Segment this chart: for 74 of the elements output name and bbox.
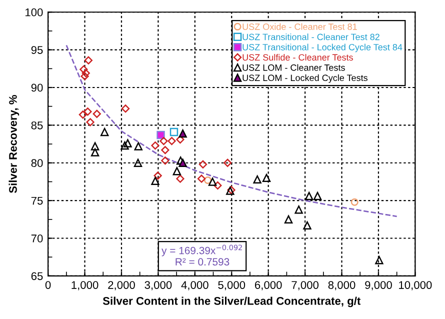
point: [134, 142, 142, 150]
point: [161, 156, 170, 165]
point: [90, 142, 100, 150]
x-axis-title: Silver Content in the Silver/Lead Concentrate, g/t: [102, 296, 361, 308]
point: [168, 136, 176, 146]
x-tick-label: 7,000: [292, 281, 319, 290]
y-tick-label: 95: [31, 46, 43, 54]
y-tick-label: 70: [31, 234, 43, 242]
y-tick-label: 75: [31, 196, 43, 205]
point: [134, 158, 142, 167]
point: [214, 181, 222, 190]
x-tick-label: 4,000: [181, 281, 208, 290]
point: [197, 174, 206, 183]
point: [124, 139, 132, 148]
y-axis-title: Silver Recovery, %: [8, 95, 20, 194]
point: [80, 72, 89, 80]
legend-label: USZ LOM - Cleaner Tests: [242, 64, 345, 71]
point: [90, 148, 100, 156]
point: [304, 192, 314, 200]
annotation: y = 169.39x$^{−0.092}$: [162, 244, 242, 256]
y-tick-label: 65: [31, 272, 43, 280]
point: [284, 215, 293, 224]
x-tick-label: 2,000: [108, 281, 135, 290]
legend-label: USZ Sulfide - Cleaner Tests: [242, 54, 353, 61]
point: [170, 128, 178, 136]
point: [84, 56, 93, 64]
point: [253, 175, 262, 184]
point: [375, 256, 384, 264]
x-tick-label: 10,000: [399, 281, 432, 290]
point: [161, 146, 170, 154]
y-tick-label: 85: [31, 121, 43, 130]
annotation: R² = 0.7593: [176, 258, 230, 266]
point: [160, 136, 168, 146]
point: [120, 141, 129, 150]
point: [86, 118, 94, 126]
x-tick-label: 9,000: [365, 281, 392, 290]
x-tick-label: 5,000: [218, 281, 246, 290]
point: [92, 110, 101, 118]
point: [154, 172, 162, 180]
x-tick-label: 0: [45, 281, 51, 289]
point: [176, 174, 184, 183]
point: [151, 141, 160, 150]
legend-label: USZ Transitional - Cleaner Test 82: [242, 34, 380, 40]
legend-label: USZ LOM - Locked Cycle Tests: [242, 74, 368, 83]
point: [313, 192, 322, 200]
point: [178, 158, 187, 167]
point: [80, 65, 88, 74]
point: [208, 178, 217, 186]
point: [303, 221, 312, 230]
y-tick-label: 80: [31, 159, 43, 168]
point: [78, 110, 87, 119]
point: [350, 198, 358, 206]
point: [176, 135, 184, 144]
point: [156, 130, 165, 140]
x-tick-label: 6,000: [255, 281, 282, 290]
x-tick-label: 1,000: [72, 281, 98, 290]
point: [204, 176, 212, 184]
y-tick-label: 100: [26, 8, 43, 16]
point: [172, 167, 182, 176]
point: [178, 129, 187, 138]
legend-label: USZ Transitional - Locked Cycle Test 84: [242, 44, 402, 52]
x-tick-label: 8,000: [328, 281, 356, 290]
point: [262, 174, 271, 182]
point: [198, 160, 208, 168]
legend-label: USZ Oxide - Cleaner Test 81: [242, 23, 357, 30]
point: [84, 108, 92, 116]
point: [224, 158, 232, 167]
point: [82, 69, 90, 78]
x-tick-label: 3,000: [144, 281, 172, 290]
point: [151, 176, 160, 186]
point: [100, 128, 109, 136]
point: [294, 206, 303, 214]
point: [121, 104, 130, 113]
y-tick-label: 90: [31, 84, 43, 92]
